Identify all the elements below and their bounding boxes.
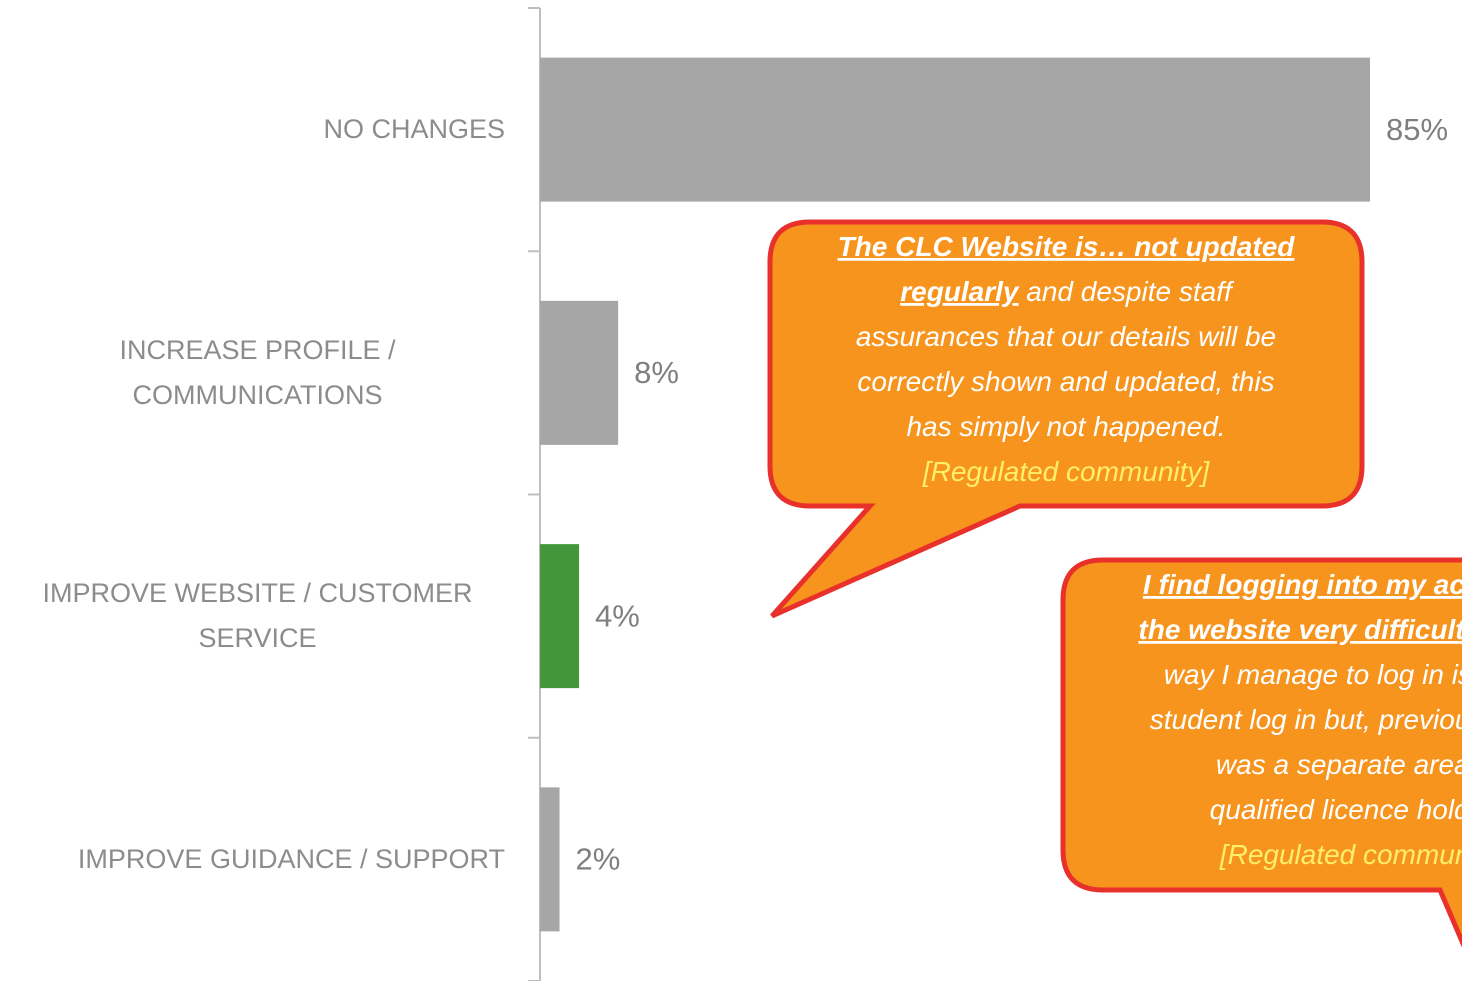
callout-line: way I manage to log in is via the — [1164, 659, 1462, 690]
callout-line: has simply not happened. — [906, 411, 1225, 442]
emphasis-text: I find logging into my account on — [1143, 569, 1462, 600]
callout-bubble — [767, 219, 1365, 619]
callout-line: the website very difficult. The only — [1138, 614, 1462, 645]
callout-line: qualified licence holders. — [1210, 794, 1462, 825]
callout-line: assurances that our details will be — [856, 321, 1276, 352]
callout-bubble — [1060, 557, 1462, 948]
quote-text: student log in but, previously there — [1150, 704, 1462, 735]
quote-text: qualified licence holders. — [1210, 794, 1462, 825]
value-label: 4% — [595, 598, 640, 633]
emphasis-text: the website very difficult. — [1138, 614, 1462, 645]
category-text: NO CHANGES — [323, 114, 505, 145]
category-text: IMPROVE WEBSITE / CUSTOMER SERVICE — [42, 578, 473, 654]
bar — [540, 57, 1370, 202]
quote-text: was a separate area for — [1216, 749, 1462, 780]
callout-line: correctly shown and updated, this — [857, 366, 1274, 397]
quote-text: assurances that our details will be — [856, 321, 1276, 352]
quote-text: and despite staff — [1019, 276, 1235, 307]
quote-text: correctly shown and updated, this — [857, 366, 1274, 397]
bar — [540, 300, 619, 445]
callout-source: [Regulated community] — [922, 456, 1211, 487]
bar — [540, 787, 560, 932]
emphasis-text: The CLC Website is… not updated — [838, 231, 1296, 262]
category-label: IMPROVE WEBSITE / CUSTOMER SERVICE — [10, 544, 505, 688]
value-label: 2% — [576, 842, 621, 877]
bar — [540, 544, 580, 689]
category-label: INCREASE PROFILE / COMMUNICATIONS — [10, 301, 505, 445]
callout-source: [Regulated community] — [1219, 839, 1462, 870]
category-text: IMPROVE GUIDANCE / SUPPORT — [77, 843, 505, 874]
value-label: 8% — [634, 355, 679, 390]
callout-line: I find logging into my account on — [1143, 569, 1462, 600]
callout-line: regularly and despite staff — [900, 276, 1235, 307]
category-label: NO CHANGES — [323, 58, 505, 202]
quote-text: has simply not happened. — [906, 411, 1225, 442]
category-label: IMPROVE GUIDANCE / SUPPORT — [78, 787, 505, 931]
callout-line: student log in but, previously there — [1150, 704, 1462, 735]
callout-line: The CLC Website is… not updated — [838, 231, 1296, 262]
callout-line: was a separate area for — [1216, 749, 1462, 780]
quote-text: way I manage to log in is via the — [1164, 659, 1462, 690]
emphasis-text: regularly — [900, 276, 1020, 307]
value-label: 85% — [1386, 112, 1448, 147]
category-text: INCREASE PROFILE / COMMUNICATIONS — [119, 334, 396, 410]
